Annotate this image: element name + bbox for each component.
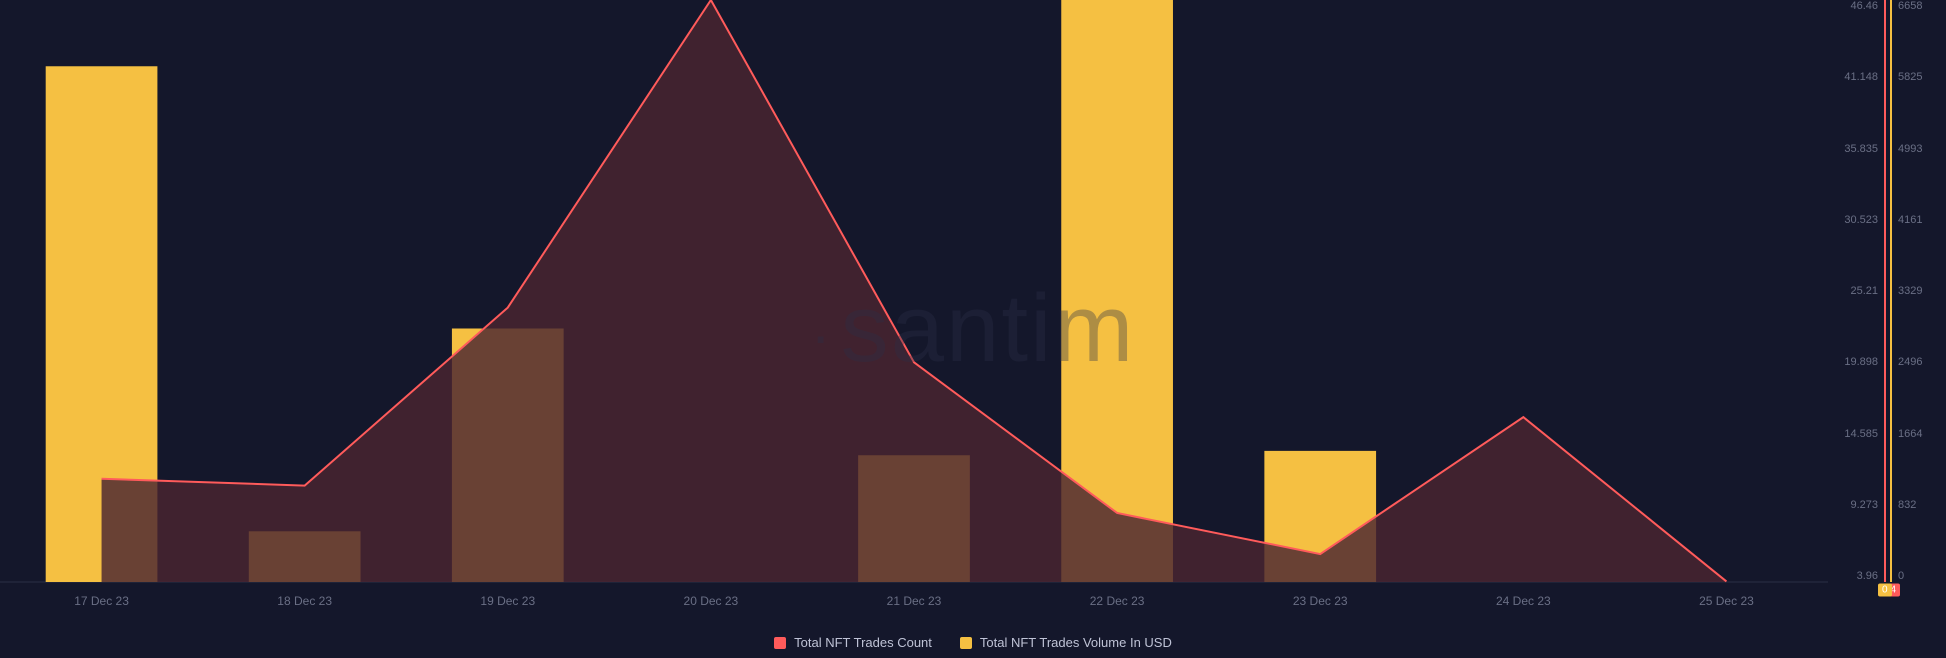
line-area: [102, 0, 1727, 582]
y-tick: 19.898: [1844, 356, 1878, 368]
legend-item: Total NFT Trades Count: [774, 635, 932, 650]
axis-value-marker: 0: [1878, 584, 1892, 597]
legend-swatch: [774, 637, 786, 649]
y-tick: 2496: [1898, 356, 1922, 368]
x-label: 21 Dec 23: [887, 594, 942, 608]
nft-trades-chart: ·santim 17 Dec 2318 Dec 2319 Dec 2320 De…: [0, 0, 1946, 658]
y-tick: 3329: [1898, 285, 1922, 297]
x-label: 19 Dec 23: [480, 594, 535, 608]
y-tick: 9.273: [1850, 499, 1878, 511]
x-label: 20 Dec 23: [684, 594, 739, 608]
legend-label: Total NFT Trades Volume In USD: [980, 635, 1172, 650]
y-tick: 3.96: [1857, 570, 1878, 582]
y-tick: 35.835: [1844, 143, 1878, 155]
x-label: 17 Dec 23: [74, 594, 129, 608]
y-tick: 6658: [1898, 0, 1922, 12]
y-tick: 0: [1898, 570, 1904, 582]
y-tick: 5825: [1898, 71, 1922, 83]
legend-item: Total NFT Trades Volume In USD: [960, 635, 1172, 650]
y-tick: 4993: [1898, 143, 1922, 155]
y-axis-line: 46.46 41.148 35.835 30.523 25.21 19.898 14.585…: [1834, 0, 1886, 582]
x-label: 23 Dec 23: [1293, 594, 1348, 608]
y-tick: 14.585: [1844, 428, 1878, 440]
y-tick: 4161: [1898, 214, 1922, 226]
legend: Total NFT Trades Count Total NFT Trades V…: [0, 635, 1946, 650]
y-tick: 30.523: [1844, 214, 1878, 226]
y-tick: 1664: [1898, 428, 1922, 440]
x-label: 25 Dec 23: [1699, 594, 1754, 608]
y-tick: 25.21: [1850, 285, 1878, 297]
legend-label: Total NFT Trades Count: [794, 635, 932, 650]
y-axis-bars: 665858254993416133292496166483200: [1890, 0, 1942, 582]
x-label: 24 Dec 23: [1496, 594, 1551, 608]
x-label: 18 Dec 23: [277, 594, 332, 608]
legend-swatch: [960, 637, 972, 649]
y-tick: 46.46: [1850, 0, 1878, 12]
y-tick: 832: [1898, 499, 1916, 511]
y-tick: 41.148: [1844, 71, 1878, 83]
plot-svg: [0, 0, 1946, 658]
x-label: 22 Dec 23: [1090, 594, 1145, 608]
x-axis-labels: 17 Dec 23 18 Dec 23 19 Dec 23 20 Dec 23 21 D…: [0, 594, 1946, 612]
